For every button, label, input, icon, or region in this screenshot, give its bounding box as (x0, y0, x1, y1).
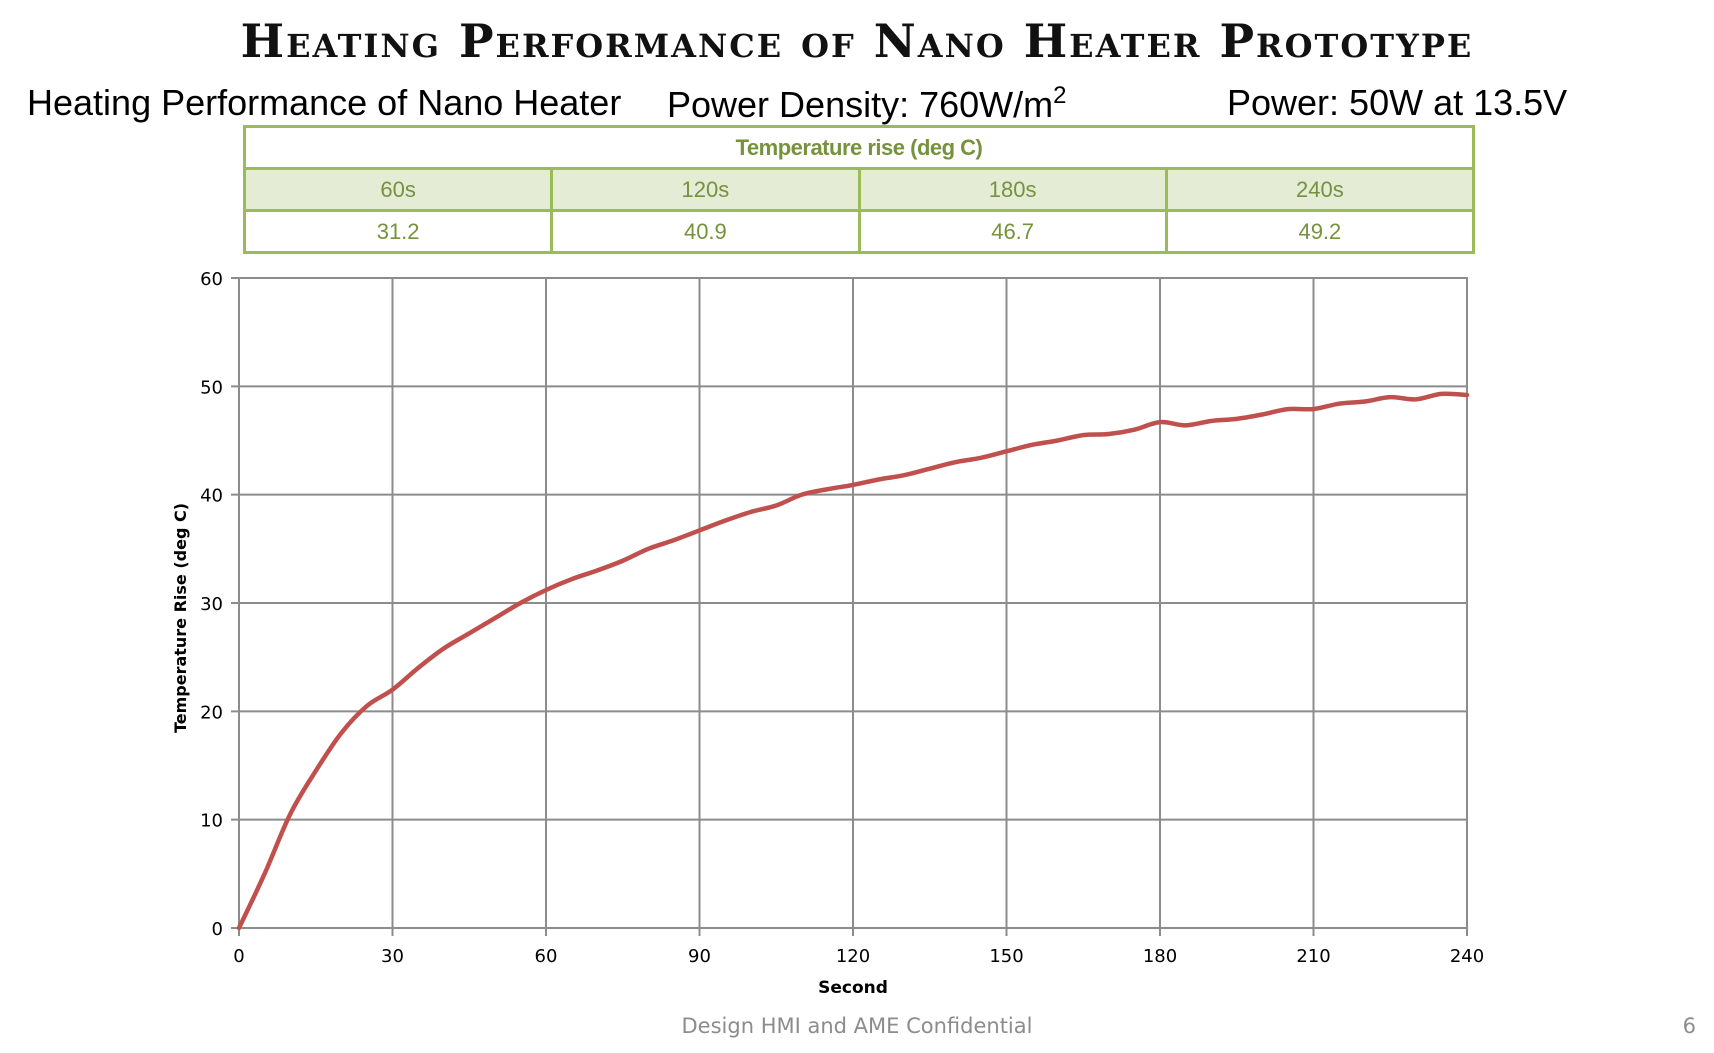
table-col-180s: 180s (857, 167, 1168, 212)
y-tick-label: 10 (200, 811, 223, 832)
y-tick-label: 30 (200, 594, 223, 615)
x-axis-title: Second (818, 978, 888, 998)
temperature-series-line (236, 391, 1470, 931)
table-col-60s: 60s (242, 167, 554, 212)
table-value-240s: 49.2 (1164, 209, 1476, 254)
x-tick-label: 150 (989, 946, 1023, 967)
table-col-240s: 240s (1164, 167, 1476, 212)
table-value-120s: 40.9 (550, 209, 861, 254)
x-tick-label: 90 (688, 946, 711, 967)
y-tick-label: 20 (200, 702, 223, 723)
table-value-60s: 31.2 (242, 209, 554, 254)
x-tick-label: 30 (381, 946, 404, 967)
x-tick-label: 0 (233, 946, 244, 967)
table-header: Temperature rise (deg C) (243, 125, 1475, 170)
subtitle-row: Heating Performance of Nano Heater Power… (27, 82, 1714, 126)
power-density-superscript: 2 (1053, 82, 1067, 109)
y-tick-label: 50 (200, 377, 223, 398)
y-tick-label: 0 (212, 919, 223, 940)
page-number: 6 (1682, 1014, 1696, 1038)
x-tick-label: 120 (836, 946, 870, 967)
x-tick-label: 240 (1450, 946, 1484, 967)
slide-title: Heating Performance of Nano Heater Proto… (240, 14, 1474, 68)
y-axis-title: Temperature Rise (deg C) (171, 503, 190, 733)
power-density-text: Power Density: 760W/m2 (667, 82, 1066, 126)
x-tick-label: 180 (1143, 946, 1177, 967)
table-value-180s: 46.7 (857, 209, 1168, 254)
power-density-label: Power Density: 760W/m (667, 84, 1054, 125)
power-text: Power: 50W at 13.5V (1227, 82, 1568, 123)
table-col-120s: 120s (550, 167, 861, 212)
y-tick-label: 40 (200, 486, 223, 507)
footer-text: Design HMI and AME Confidential (681, 1014, 1033, 1038)
x-tick-label: 60 (535, 946, 558, 967)
temperature-rise-table: Temperature rise (deg C) 60s 120s 180s 2… (242, 125, 1476, 254)
y-tick-label: 60 (200, 269, 223, 290)
temperature-chart: 0 10 20 30 40 50 60 0 30 60 90 120 150 180 210 240 Secon… (171, 269, 1484, 998)
subtitle-left: Heating Performance of Nano Heater (27, 82, 622, 123)
x-tick-label: 210 (1296, 946, 1330, 967)
